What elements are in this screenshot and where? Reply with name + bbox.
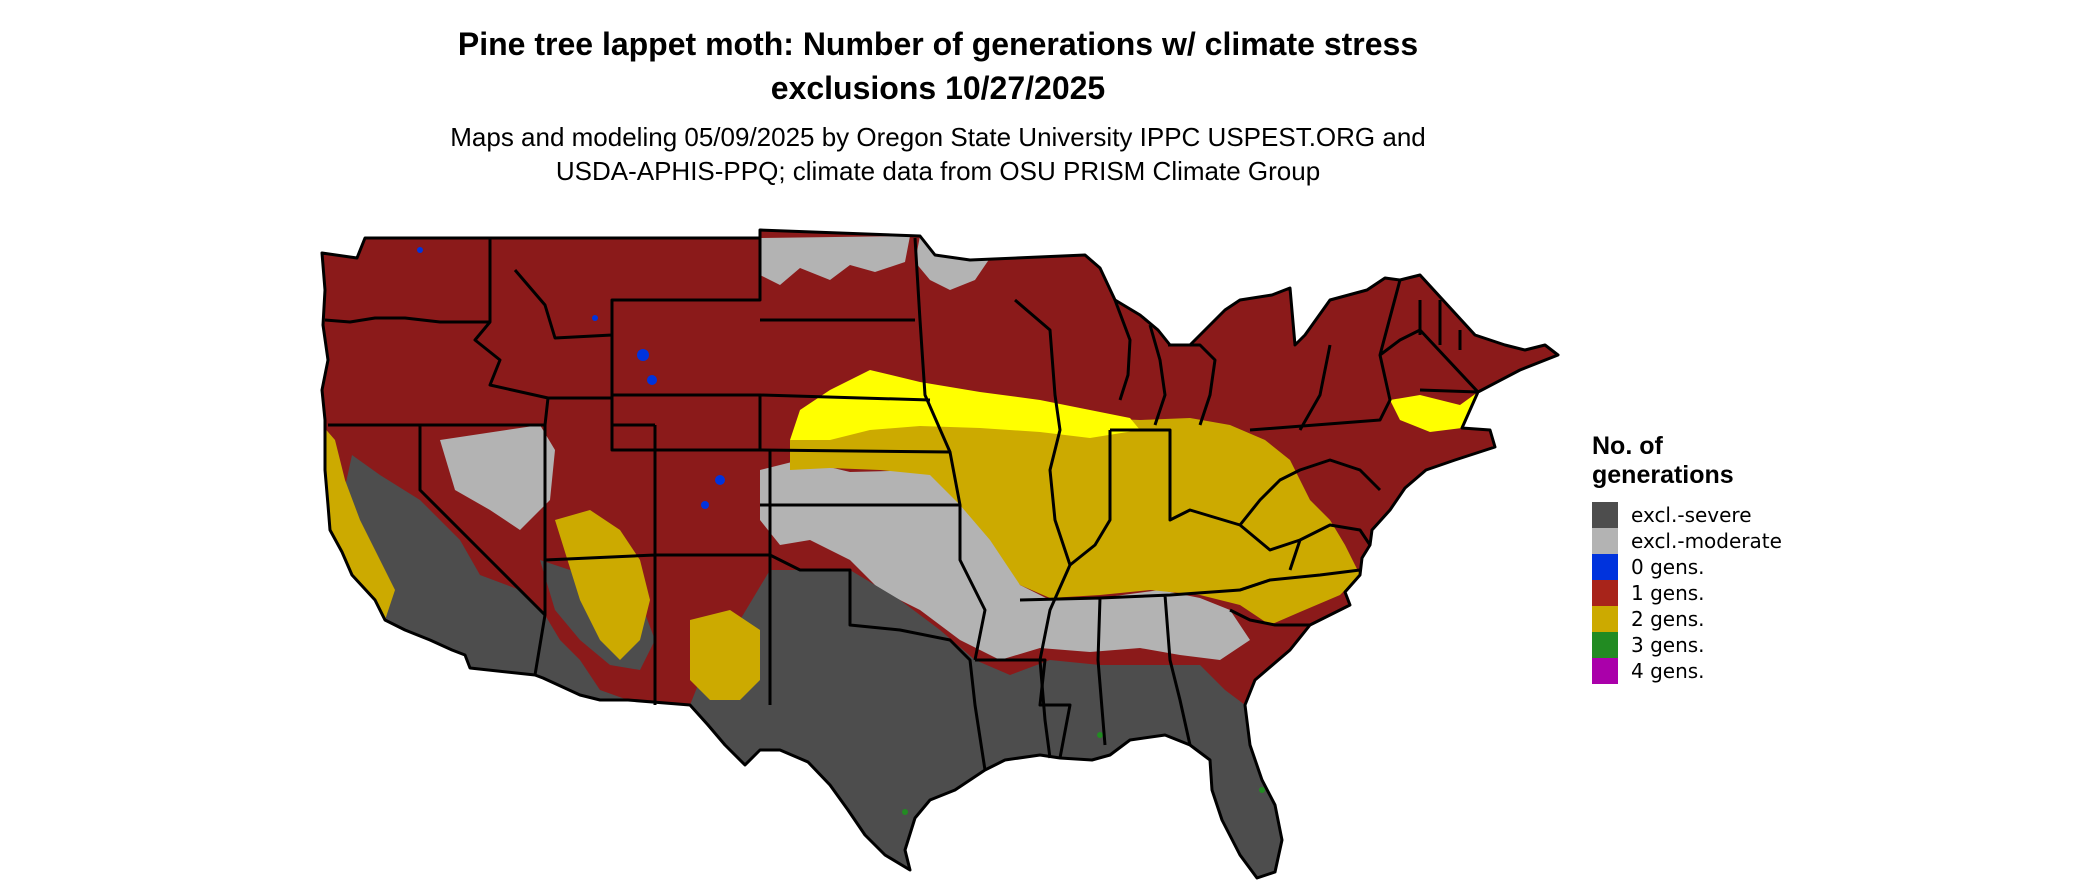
border-virginia-wv-maryland — [1238, 458, 1382, 546]
legend-label: 0 gens. — [1631, 555, 1705, 579]
zone-2-gens-new-mexico — [690, 610, 760, 700]
border-washington-oregon — [324, 316, 490, 324]
border-dakotas-nebraska-kansas — [759, 318, 960, 507]
border-nevada-california — [418, 425, 547, 617]
border-carolinas — [1229, 568, 1361, 627]
zone-2-gens-new-england-coast — [1390, 392, 1478, 432]
legend-title: No. of generations — [1592, 432, 1782, 490]
warm-coastal-spot — [1259, 787, 1265, 793]
zone-excl-severe-southwest — [340, 455, 628, 700]
zone-2-gens-central — [790, 412, 1360, 625]
legend-label: 1 gens. — [1631, 581, 1705, 605]
warm-coastal-spot — [1097, 732, 1103, 738]
legend-swatch — [1592, 554, 1618, 580]
border-new-england — [1418, 300, 1479, 394]
legend-item-3-gens: 3 gens. — [1592, 632, 1782, 658]
border-oklahoma-texas — [769, 553, 987, 771]
legend-title-line-2: generations — [1592, 461, 1734, 489]
border-idaho-west — [473, 238, 549, 400]
legend-item-2-gens: 2 gens. — [1592, 606, 1782, 632]
legend-item-1-gens: 1 gens. — [1592, 580, 1782, 606]
legend-label: excl.-moderate — [1631, 529, 1782, 553]
legend-item-excl-moderate: excl.-moderate — [1592, 528, 1782, 554]
high-elevation-spot — [647, 375, 657, 385]
legend-swatch — [1592, 658, 1618, 684]
legend-title-line-1: No. of — [1592, 432, 1663, 460]
border-nevada-utah-arizona — [533, 425, 547, 676]
map-title-line-1: Pine tree lappet moth: Number of generat… — [457, 26, 1419, 62]
map-subtitle-line-2: USDA-APHIS-PPQ; climate data from OSU PR… — [555, 156, 1321, 186]
legend-swatch — [1592, 580, 1618, 606]
legend-label: 2 gens. — [1631, 607, 1705, 631]
legend-swatch — [1592, 606, 1618, 632]
map-title-line-2: exclusions 10/27/2025 — [770, 70, 1106, 106]
border-louisiana — [975, 658, 1072, 759]
legend-swatch — [1592, 502, 1618, 528]
zone-3-gens-coast — [902, 732, 1265, 815]
high-elevation-spot — [715, 475, 725, 485]
high-elevation-spot — [637, 349, 649, 361]
legend-label: 4 gens. — [1631, 659, 1705, 683]
border-minnesota-iowa-missouri — [913, 237, 987, 661]
border-utah-colorado-nm-az — [544, 425, 772, 705]
zone-excl-moderate-northern-plains — [760, 236, 910, 285]
high-elevation-spot — [417, 247, 423, 253]
zone-2-gens-pacific-coast — [322, 425, 395, 620]
zone-2-gens-yellow-fringe — [790, 370, 1140, 440]
us-generations-map — [320, 228, 1560, 880]
legend-item-4-gens: 4 gens. — [1592, 658, 1782, 684]
map-subtitle: Maps and modeling 05/09/2025 by Oregon S… — [0, 120, 1876, 188]
zone-2-gens-colorado-plateau — [555, 510, 650, 660]
map-title: Pine tree lappet moth: Number of generat… — [0, 22, 1876, 110]
legend-item-excl-severe: excl.-severe — [1592, 502, 1782, 528]
border-oregon-california-nevada-idaho — [328, 396, 655, 427]
legend-label: excl.-severe — [1631, 503, 1752, 527]
high-elevation-spot — [701, 501, 709, 509]
legend-items: excl.-severe excl.-moderate 0 gens. 1 ge… — [1592, 502, 1782, 684]
zone-excl-moderate-great-basin — [440, 425, 555, 530]
us-outline — [320, 228, 1560, 880]
border-lake-michigan — [1113, 299, 1217, 426]
warm-coastal-spot — [902, 809, 908, 815]
map-legend: No. of generations excl.-severe excl.-mo… — [1592, 432, 1782, 684]
zone-excl-severe-south — [690, 570, 1282, 878]
map-subtitle-line-1: Maps and modeling 05/09/2025 by Oregon S… — [450, 122, 1426, 152]
legend-label: 3 gens. — [1631, 633, 1705, 657]
state-borders — [320, 228, 1560, 880]
high-elevation-spot — [592, 315, 598, 321]
zone-0-gens-mountains — [417, 247, 725, 509]
legend-swatch — [1592, 528, 1618, 554]
legend-item-0-gens: 0 gens. — [1592, 554, 1782, 580]
legend-swatch — [1592, 632, 1618, 658]
border-indiana-ohio-kentucky — [1069, 428, 1302, 571]
